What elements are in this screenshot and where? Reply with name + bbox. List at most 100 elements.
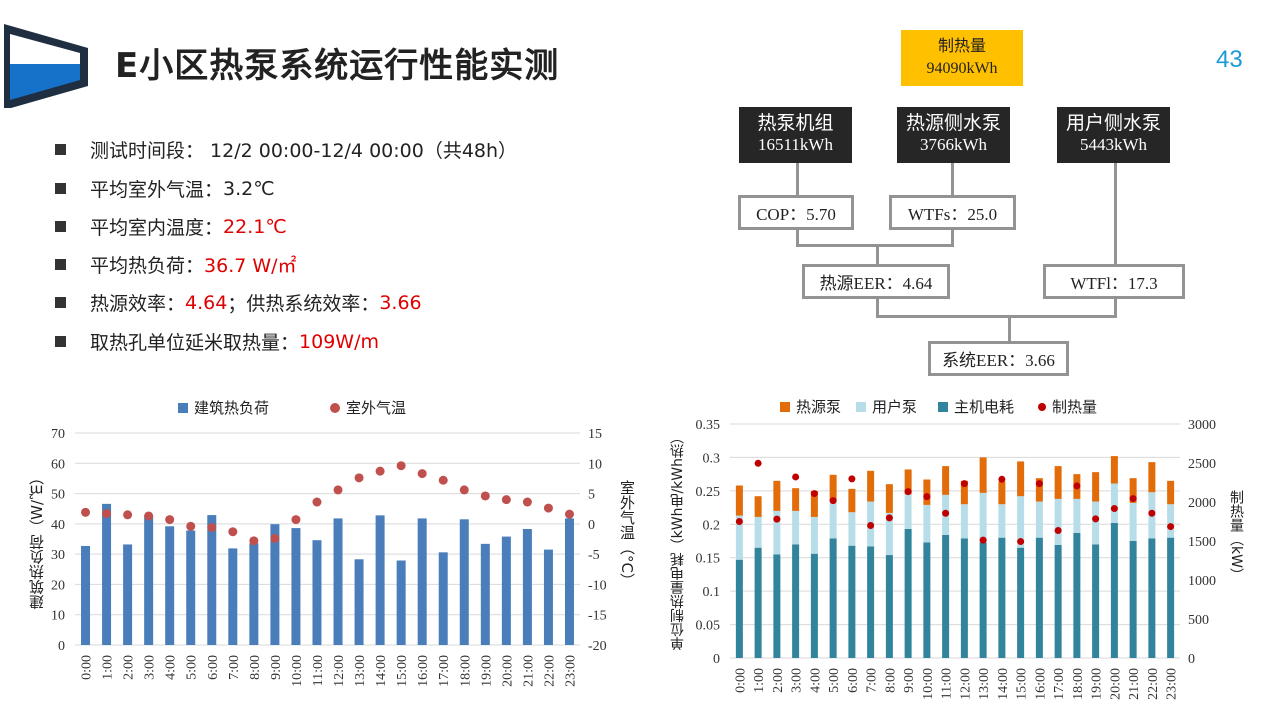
bar bbox=[102, 503, 112, 645]
x-tick-label: 8:00 bbox=[883, 668, 898, 693]
data-point bbox=[829, 497, 837, 505]
bar bbox=[735, 515, 743, 560]
data-point bbox=[942, 509, 950, 517]
x-tick-label: 13:00 bbox=[977, 668, 992, 700]
bar bbox=[960, 504, 968, 539]
bar bbox=[564, 518, 574, 645]
bar bbox=[396, 560, 406, 645]
x-tick-label: 9:00 bbox=[269, 655, 284, 680]
bar bbox=[867, 470, 875, 502]
legend-heat-output: 制热量 bbox=[1038, 396, 1097, 417]
data-point bbox=[480, 491, 490, 501]
y2-tick-label: 1500 bbox=[1188, 535, 1216, 550]
bar bbox=[1073, 532, 1081, 658]
y-tick-label: 40 bbox=[51, 518, 65, 533]
x-tick-label: 0:00 bbox=[80, 655, 95, 680]
bar bbox=[1017, 461, 1025, 497]
bar bbox=[810, 516, 818, 554]
bar bbox=[1092, 501, 1100, 545]
x-tick-label: 4:00 bbox=[164, 655, 179, 680]
x-tick-label: 3:00 bbox=[790, 668, 805, 693]
data-point bbox=[102, 509, 112, 519]
bullet-outdoor-temp: 平均室外气温： 3.2℃ bbox=[55, 175, 275, 202]
bar bbox=[249, 543, 259, 645]
y2-tick-label: 1000 bbox=[1188, 574, 1216, 589]
bar bbox=[867, 546, 875, 658]
bar bbox=[417, 518, 427, 645]
y-tick-label: 0.2 bbox=[703, 518, 721, 533]
x-tick-label: 11:00 bbox=[311, 655, 326, 686]
bar bbox=[792, 544, 800, 658]
bar bbox=[1110, 483, 1118, 523]
bar bbox=[829, 474, 837, 501]
data-point bbox=[396, 461, 406, 471]
bullet-indoor-temp: 平均室内温度： 22.1℃ bbox=[55, 213, 287, 240]
bar bbox=[885, 512, 893, 556]
y2-tick-label: 2500 bbox=[1188, 457, 1216, 472]
bar bbox=[480, 543, 490, 645]
bar bbox=[1148, 462, 1156, 493]
bar bbox=[459, 519, 469, 645]
data-point bbox=[81, 507, 91, 517]
bar bbox=[375, 515, 385, 645]
x-tick-label: 13:00 bbox=[353, 655, 368, 687]
x-tick-label: 21:00 bbox=[521, 655, 536, 687]
x-tick-label: 15:00 bbox=[395, 655, 410, 687]
y-tick-label: 30 bbox=[51, 548, 65, 563]
y2-tick-label: 2000 bbox=[1188, 496, 1216, 511]
x-tick-label: 9:00 bbox=[902, 668, 917, 693]
bar bbox=[885, 484, 893, 513]
bar bbox=[829, 538, 837, 658]
bar bbox=[1110, 522, 1118, 658]
bar bbox=[1035, 537, 1043, 658]
data-point bbox=[979, 536, 987, 544]
data-point bbox=[438, 475, 448, 485]
bar bbox=[438, 552, 448, 645]
bar bbox=[942, 534, 950, 658]
bar bbox=[754, 516, 762, 548]
data-point bbox=[904, 488, 912, 496]
data-point bbox=[123, 510, 133, 520]
x-tick-label: 20:00 bbox=[1108, 668, 1123, 700]
y2-tick-label: -15 bbox=[588, 609, 607, 624]
data-point bbox=[186, 521, 196, 531]
bar bbox=[923, 542, 931, 658]
bar bbox=[923, 504, 931, 543]
system-eer-box: 系统EER：3.66 bbox=[928, 341, 1069, 376]
x-tick-label: 1:00 bbox=[752, 668, 767, 693]
x-tick-label: 21:00 bbox=[1127, 668, 1142, 700]
chart-unit-power-consumption: 0.35 0.3 0.25 0.2 0.15 0.1 0.05 0 3000 2500 2000 15… bbox=[696, 418, 1217, 700]
y2-tick-label: 0 bbox=[1188, 652, 1195, 667]
x-tick-label: 2:00 bbox=[771, 668, 786, 693]
wtfs-box: WTFs：25.0 bbox=[889, 195, 1016, 230]
bar bbox=[773, 480, 781, 511]
x-tick-label: 23:00 bbox=[563, 655, 578, 687]
x-tick-label: 4:00 bbox=[808, 668, 823, 693]
bar bbox=[522, 529, 532, 645]
bar bbox=[1167, 504, 1175, 538]
x-tick-label: 0:00 bbox=[733, 668, 748, 693]
data-point bbox=[773, 515, 781, 523]
x-tick-label: 8:00 bbox=[248, 655, 263, 680]
x-tick-label: 7:00 bbox=[865, 668, 880, 693]
bar bbox=[144, 515, 154, 645]
data-point bbox=[848, 475, 856, 483]
y-tick-label: 0.35 bbox=[696, 418, 721, 433]
data-point bbox=[885, 514, 893, 522]
y-tick-label: 0 bbox=[58, 639, 65, 654]
bar bbox=[1167, 480, 1175, 505]
data-point bbox=[867, 521, 875, 529]
data-point bbox=[810, 490, 818, 498]
y2-tick-label: 500 bbox=[1188, 613, 1209, 628]
bar bbox=[848, 488, 856, 513]
data-point bbox=[312, 497, 322, 507]
bar bbox=[979, 542, 987, 658]
bar bbox=[291, 528, 301, 645]
y-tick-label: 10 bbox=[51, 609, 65, 624]
bar bbox=[186, 530, 196, 645]
data-point bbox=[375, 466, 385, 476]
bar bbox=[960, 480, 968, 505]
data-point bbox=[564, 509, 574, 519]
data-point bbox=[333, 485, 343, 495]
